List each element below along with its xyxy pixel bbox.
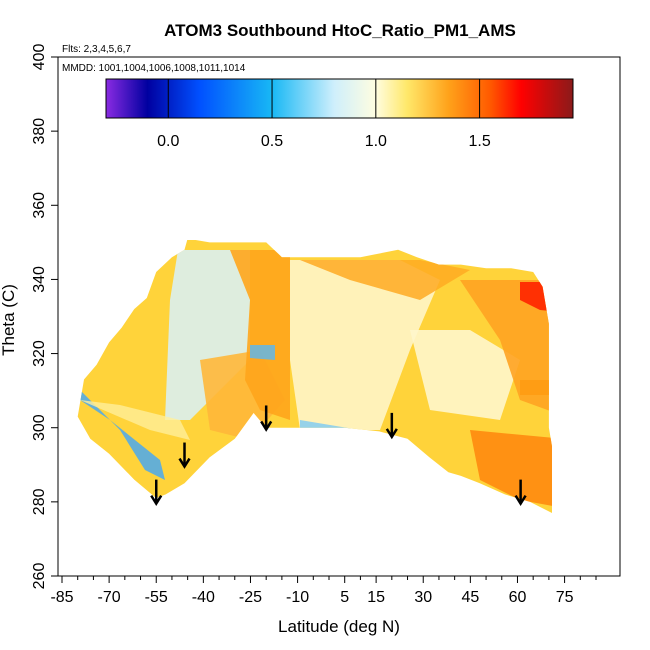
field-orange-band (520, 380, 552, 395)
y-tick-label: 260 (31, 563, 48, 590)
x-tick-label: 5 (340, 589, 349, 606)
colorbar-scale (105, 78, 574, 119)
y-tick-label: 400 (31, 44, 48, 71)
x-tick-label: 15 (367, 589, 385, 606)
x-tick-label: -40 (192, 589, 215, 606)
chart-title: ATOM3 Southbound HtoC_Ratio_PM1_AMS (164, 21, 516, 40)
plot-frame (57, 56, 621, 577)
x-tick-label: -10 (286, 589, 309, 606)
field-blue-edge (80, 390, 165, 480)
field-orange-ridge (230, 250, 290, 420)
heatmap-field (77, 240, 552, 513)
x-tick-label: 75 (556, 589, 574, 606)
colorbar-tick-label: 1.5 (468, 133, 490, 150)
x-tick-label: -55 (145, 589, 168, 606)
x-axis-label: Latitude (deg N) (278, 617, 400, 636)
y-tick-label: 340 (31, 266, 48, 293)
y-tick-label: 300 (31, 414, 48, 441)
y-tick-label: 320 (31, 340, 48, 367)
field-blue-patch (250, 345, 275, 360)
x-tick-label: -25 (239, 589, 262, 606)
x-tick-label: -70 (98, 589, 121, 606)
colorbar-tick-label: 1.0 (365, 133, 387, 150)
flight-arrows (150, 405, 527, 506)
flight-arrow (178, 442, 191, 469)
colorbar: 0.0 0.5 1.0 1.5 (105, 78, 574, 150)
x-tick-label: 60 (509, 589, 527, 606)
y-axis: 260 280 300 320 340 360 380 400 (31, 44, 58, 590)
flights-label: Flts: 2,3,4,5,6,7 (62, 44, 131, 55)
x-tick-label: 45 (461, 589, 479, 606)
flight-arrow (260, 405, 273, 432)
field-light-band-south (80, 400, 190, 440)
dates-label: MMDD: 1001,1004,1006,1008,1011,1014 (62, 63, 246, 74)
y-axis-label: Theta (C) (0, 284, 18, 356)
field-orange-top (300, 260, 470, 300)
flight-arrow (385, 412, 398, 440)
y-tick-label: 280 (31, 488, 48, 515)
x-tick-label: -85 (50, 589, 73, 606)
x-tick-label: 30 (414, 589, 432, 606)
field-orange-low-north (470, 430, 552, 510)
colorbar-tick-label: 0.5 (261, 133, 283, 150)
flight-arrow (514, 479, 527, 506)
y-tick-label: 360 (31, 192, 48, 219)
x-axis: -85 -70 -55 -40 -25 -10 5 15 30 45 60 75 (50, 576, 597, 606)
flight-arrow (150, 479, 163, 506)
colorbar-tick-label: 0.0 (157, 133, 179, 150)
y-tick-label: 380 (31, 118, 48, 145)
field-pale-north (410, 330, 520, 420)
field-pale-center (290, 260, 440, 430)
